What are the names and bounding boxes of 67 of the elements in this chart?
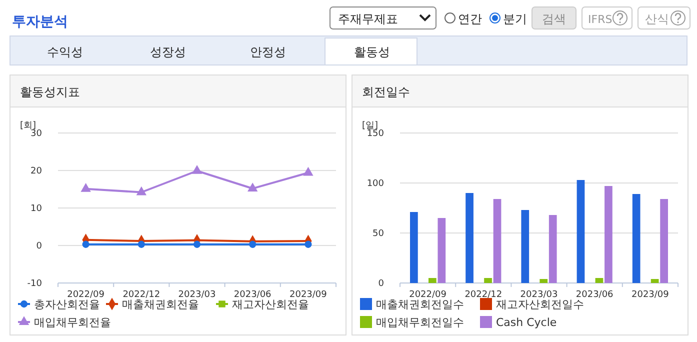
legend-label: 매입채무회전율 [34,316,111,329]
legend-label: 매출채권회전율 [122,298,199,311]
legend-label: 매입채무회전일수 [376,316,464,329]
legend-label: 매출채권회전일수 [376,298,464,311]
bar [632,194,640,283]
text: 투자분석 [12,14,68,30]
bar [521,210,530,283]
bar [438,218,446,283]
y-axis-title: [일] [362,121,378,131]
x-tick-label: 2023/09 [290,290,328,300]
bar [650,279,659,283]
y-tick-label: 20 [30,166,42,176]
bar [410,212,418,283]
bar [576,180,585,283]
point [136,186,146,196]
y-tick-label: 150 [366,129,384,139]
x-tick-label: 2023/09 [632,290,670,300]
x-tick-label: 2023/06 [234,290,272,300]
x-tick-label: 2022/12 [464,290,502,300]
y-tick-label: 50 [372,229,384,239]
legend-label: 재고자산회전율 [232,298,309,311]
y-tick-label: 0 [36,242,42,252]
point [193,240,201,248]
x-tick-label: 2023/03 [520,290,558,300]
bar [484,278,492,283]
point [82,240,90,248]
bar [466,193,474,283]
y-tick-label: 30 [30,129,42,139]
chart-title: 회전일수 [362,85,410,99]
point [138,240,145,248]
text: 안정성 [250,45,286,59]
x-tick-label: 2022/09 [67,290,105,300]
point [249,240,256,248]
text: IFRS [588,13,612,26]
point [80,182,91,192]
text: 수익성 [47,45,83,59]
text: 활동성 [354,45,390,59]
x-tick-label: 2023/06 [576,290,614,300]
bar [540,279,548,283]
point [192,164,202,174]
x-tick-label: 2023/03 [178,290,216,300]
bar [493,199,502,283]
bar [660,199,668,283]
chart-title: 활동성지표 [20,85,80,99]
y-axis-title: [회] [20,121,36,131]
y-tick-label: 100 [366,179,384,189]
text: 분기 [503,12,527,26]
point [303,166,314,176]
bar [595,278,604,283]
text: 연간 [458,12,482,26]
y-tick-label: -10 [27,279,42,289]
y-tick-label: 10 [30,204,42,214]
legend-label: Cash Cycle [496,316,557,329]
bar [548,215,557,283]
legend-label: 재고자산회전일수 [496,298,584,311]
point [304,240,312,248]
text: 산식 [645,12,669,26]
x-tick-label: 2022/09 [409,290,447,300]
text: 주재무제표 [338,12,398,26]
bar [604,186,612,283]
point [248,182,258,192]
bar [428,278,436,283]
text: 성장성 [150,45,186,59]
x-tick-label: 2022/12 [122,290,160,300]
y-tick-label: 0 [378,279,384,289]
text: 검색 [542,12,566,26]
legend-label: 총자산회전율 [34,298,100,311]
